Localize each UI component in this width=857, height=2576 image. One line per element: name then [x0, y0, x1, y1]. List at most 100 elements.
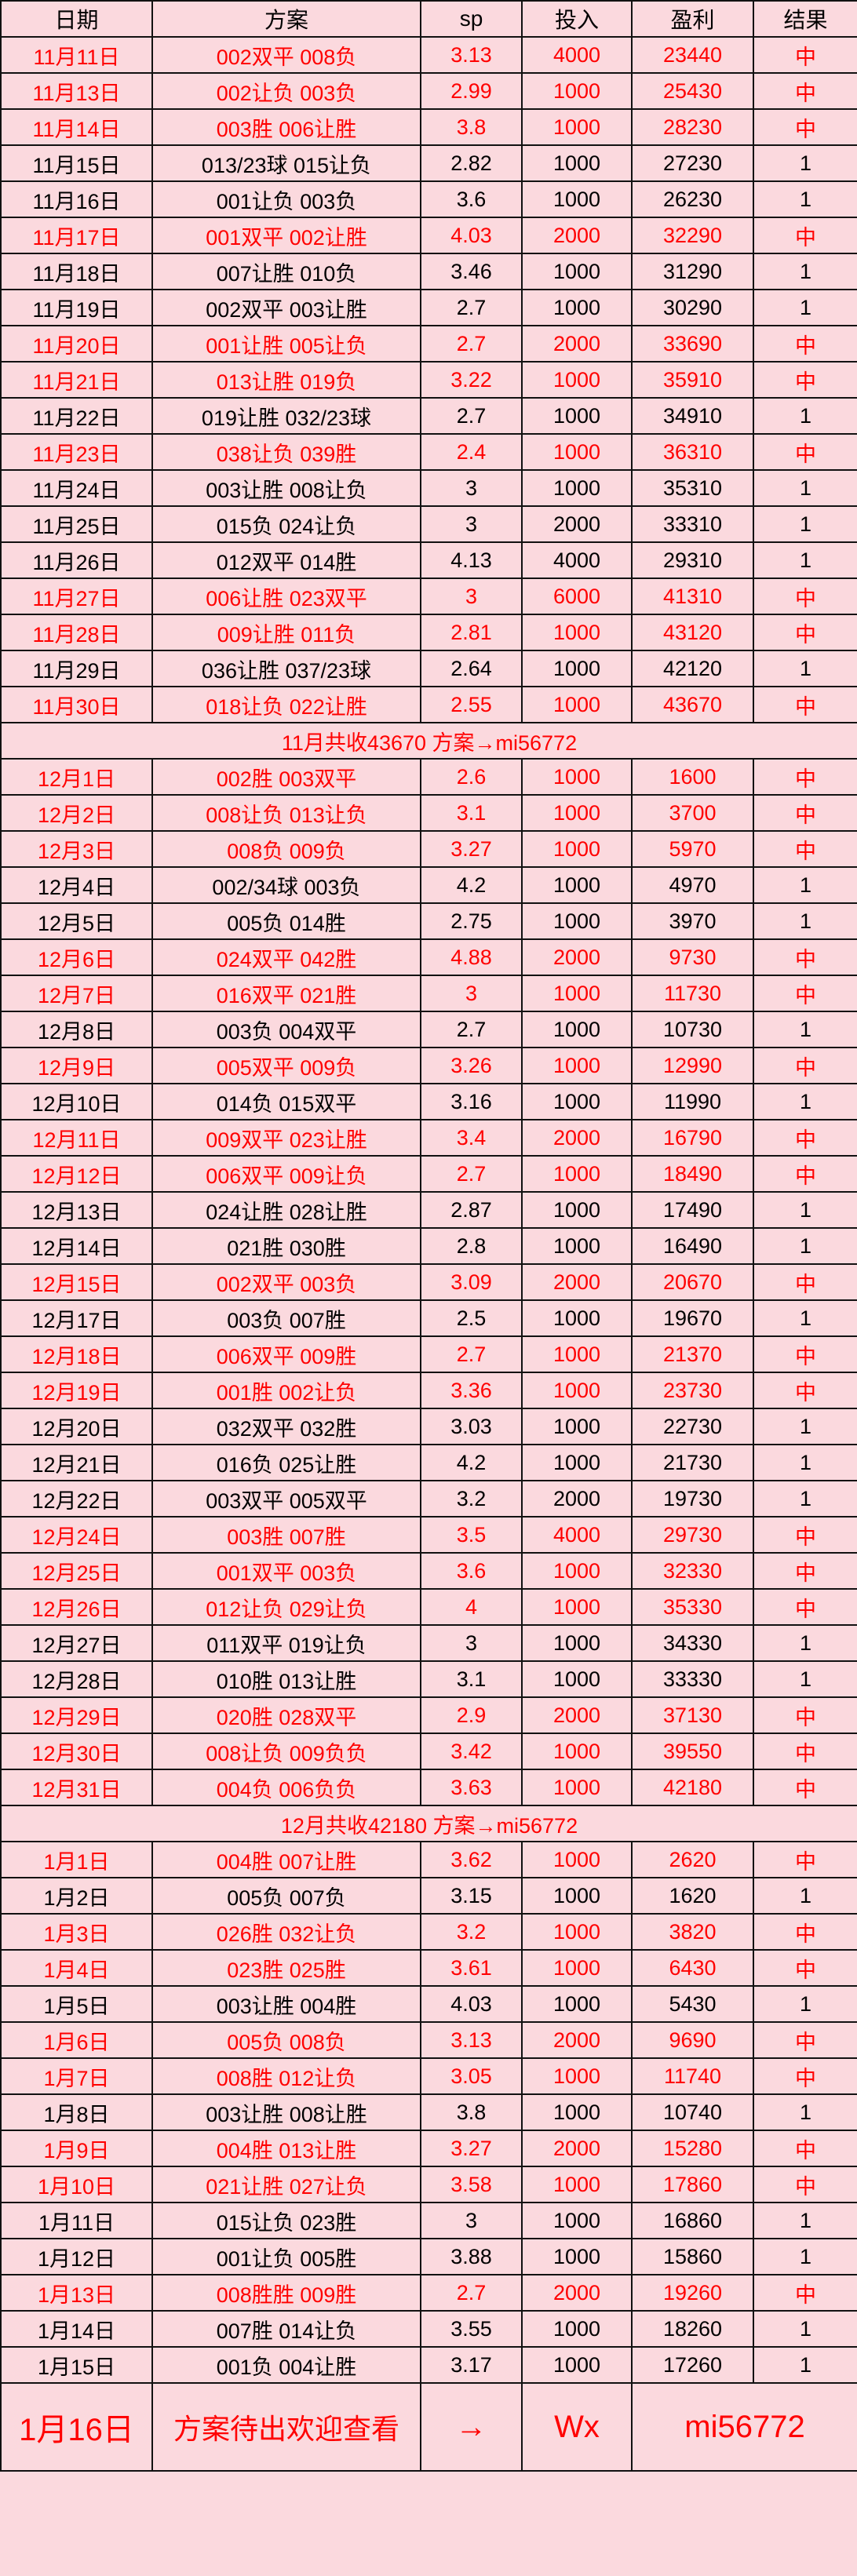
cell-sp: 3.2 — [420, 1480, 523, 1518]
month-summary-row: 12月共收42180 方案→mi56772 — [0, 1805, 857, 1842]
cell-result: 中 — [753, 975, 857, 1012]
cell-date: 11月15日 — [0, 144, 153, 182]
cell-result: 中 — [753, 830, 857, 868]
cell-profit: 35310 — [631, 469, 754, 507]
cell-result: 1 — [753, 1624, 857, 1662]
cell-profit: 4970 — [631, 866, 754, 904]
cell-sp: 3.13 — [420, 2021, 523, 2059]
table-row: 12月9日 005双平 009负 3.26 1000 12990 中 — [0, 1047, 857, 1084]
cell-stake: 1000 — [521, 1408, 633, 1445]
cell-result: 1 — [753, 144, 857, 182]
cell-date: 12月7日 — [0, 975, 153, 1012]
cell-stake: 2000 — [521, 1696, 633, 1734]
cell-stake: 1000 — [521, 1660, 633, 1698]
cell-plan: 023胜 025胜 — [151, 1949, 421, 1987]
cell-stake: 1000 — [521, 2093, 633, 2131]
cell-stake: 1000 — [521, 1372, 633, 1409]
cell-sp: 3.61 — [420, 1949, 523, 1987]
cell-stake: 2000 — [521, 217, 633, 254]
table-row: 11月21日 013让胜 019负 3.22 1000 35910 中 — [0, 361, 857, 399]
cell-stake: 1000 — [521, 2057, 633, 2095]
cell-profit: 25430 — [631, 72, 754, 110]
cell-profit: 33310 — [631, 505, 754, 543]
cell-plan: 008胜胜 009胜 — [151, 2274, 421, 2312]
month-summary-text: 12月共收42180 方案→mi56772 — [0, 1805, 857, 1842]
cell-sp: 3.5 — [420, 1516, 523, 1554]
cell-sp: 3 — [420, 578, 523, 615]
cell-date: 12月26日 — [0, 1588, 153, 1626]
cell-sp: 3.6 — [420, 180, 523, 218]
cell-sp: 3.8 — [420, 2093, 523, 2131]
header-row: 日期 方案 sp 投入 盈利 结果 — [0, 0, 857, 38]
cell-plan: 003负 007胜 — [151, 1299, 421, 1337]
cell-profit: 3700 — [631, 794, 754, 832]
cell-sp: 2.8 — [420, 1227, 523, 1265]
cell-result: 1 — [753, 1083, 857, 1120]
cell-stake: 1000 — [521, 1444, 633, 1481]
cell-sp: 3.22 — [420, 361, 523, 399]
cell-result: 中 — [753, 108, 857, 146]
cell-date: 11月14日 — [0, 108, 153, 146]
cell-date: 1月9日 — [0, 2130, 153, 2167]
cell-plan: 002/34球 003负 — [151, 866, 421, 904]
cell-date: 12月13日 — [0, 1191, 153, 1229]
cell-plan: 012双平 014胜 — [151, 541, 421, 579]
cell-profit: 37130 — [631, 1696, 754, 1734]
cell-date: 12月4日 — [0, 866, 153, 904]
table-row: 11月11日 002双平 008负 3.13 4000 23440 中 — [0, 36, 857, 74]
cell-plan: 001让胜 005让负 — [151, 325, 421, 363]
cell-stake: 1000 — [521, 1047, 633, 1084]
table-row: 1月5日 003让胜 004胜 4.03 1000 5430 1 — [0, 1985, 857, 2023]
header-profit: 盈利 — [631, 0, 754, 38]
cell-stake: 1000 — [521, 866, 633, 904]
table-row: 1月2日 005负 007负 3.15 1000 1620 1 — [0, 1877, 857, 1915]
table-row: 11月15日 013/23球 015让负 2.82 1000 27230 1 — [0, 144, 857, 182]
cell-date: 11月13日 — [0, 72, 153, 110]
cell-result: 1 — [753, 902, 857, 940]
cell-sp: 3.63 — [420, 1769, 523, 1806]
cell-plan: 007胜 014让负 — [151, 2310, 421, 2348]
cell-plan: 008胜 012让负 — [151, 2057, 421, 2095]
cell-date: 12月20日 — [0, 1408, 153, 1445]
table-row: 1月7日 008胜 012让负 3.05 1000 11740 中 — [0, 2057, 857, 2095]
cell-stake: 4000 — [521, 541, 633, 579]
header-plan: 方案 — [151, 0, 421, 38]
cell-profit: 11740 — [631, 2057, 754, 2095]
cell-profit: 5430 — [631, 1985, 754, 2023]
table-row: 12月12日 006双平 009让负 2.7 1000 18490 中 — [0, 1155, 857, 1193]
cell-plan: 001让负 003负 — [151, 180, 421, 218]
cell-result: 中 — [753, 1263, 857, 1301]
cell-date: 11月16日 — [0, 180, 153, 218]
final-row: 1月16日 方案待出欢迎查看 → Wx mi56772 — [0, 2382, 857, 2472]
table-row: 12月5日 005负 014胜 2.75 1000 3970 1 — [0, 902, 857, 940]
cell-sp: 3.36 — [420, 1372, 523, 1409]
cell-date: 1月13日 — [0, 2274, 153, 2312]
cell-profit: 15860 — [631, 2238, 754, 2275]
cell-result: 中 — [753, 1769, 857, 1806]
cell-date: 12月1日 — [0, 758, 153, 796]
cell-stake: 1000 — [521, 1011, 633, 1048]
cell-result: 中 — [753, 1913, 857, 1951]
cell-stake: 1000 — [521, 2346, 633, 2384]
cell-profit: 33330 — [631, 1660, 754, 1698]
cell-stake: 1000 — [521, 1299, 633, 1337]
cell-plan: 015让负 023胜 — [151, 2202, 421, 2239]
cell-date: 1月15日 — [0, 2346, 153, 2384]
cell-result: 1 — [753, 180, 857, 218]
cell-stake: 1000 — [521, 902, 633, 940]
cell-plan: 014负 015双平 — [151, 1083, 421, 1120]
table-row: 1月12日 001让负 005胜 3.88 1000 15860 1 — [0, 2238, 857, 2275]
cell-sp: 3.2 — [420, 1913, 523, 1951]
cell-sp: 4.2 — [420, 866, 523, 904]
cell-plan: 004胜 013让胜 — [151, 2130, 421, 2167]
table-row: 11月16日 001让负 003负 3.6 1000 26230 1 — [0, 180, 857, 218]
cell-plan: 008让负 013让负 — [151, 794, 421, 832]
cell-profit: 21730 — [631, 1444, 754, 1481]
cell-stake: 1000 — [521, 1588, 633, 1626]
cell-result: 1 — [753, 2238, 857, 2275]
cell-stake: 1000 — [521, 1552, 633, 1590]
cell-stake: 1000 — [521, 108, 633, 146]
cell-result: 1 — [753, 1408, 857, 1445]
cell-profit: 28230 — [631, 108, 754, 146]
cell-plan: 006双平 009让负 — [151, 1155, 421, 1193]
